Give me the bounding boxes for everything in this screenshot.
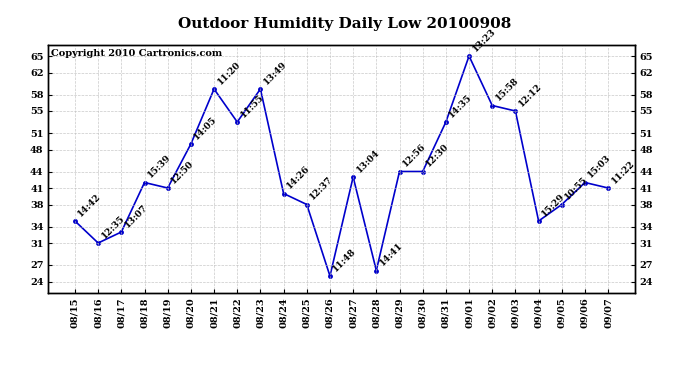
Text: 14:41: 14:41 xyxy=(377,241,404,268)
Text: 10:55: 10:55 xyxy=(563,175,590,202)
Text: 12:37: 12:37 xyxy=(308,175,335,202)
Text: 11:48: 11:48 xyxy=(331,246,358,273)
Text: 11:55: 11:55 xyxy=(239,93,266,119)
Text: 13:04: 13:04 xyxy=(355,148,381,174)
Text: 14:05: 14:05 xyxy=(193,115,219,141)
Text: 13:23: 13:23 xyxy=(471,27,497,53)
Text: 11:22: 11:22 xyxy=(609,159,636,185)
Text: 14:42: 14:42 xyxy=(77,192,103,218)
Text: 12:56: 12:56 xyxy=(401,142,428,169)
Text: 13:49: 13:49 xyxy=(262,60,288,86)
Text: Copyright 2010 Cartronics.com: Copyright 2010 Cartronics.com xyxy=(51,49,222,58)
Text: 14:26: 14:26 xyxy=(285,164,312,191)
Text: 12:50: 12:50 xyxy=(169,159,195,185)
Text: 15:39: 15:39 xyxy=(146,153,172,180)
Text: 15:03: 15:03 xyxy=(586,153,613,180)
Text: 15:58: 15:58 xyxy=(493,76,520,103)
Text: 11:20: 11:20 xyxy=(215,60,242,86)
Text: 14:35: 14:35 xyxy=(447,93,474,119)
Text: 12:12: 12:12 xyxy=(517,81,544,108)
Text: Outdoor Humidity Daily Low 20100908: Outdoor Humidity Daily Low 20100908 xyxy=(178,17,512,31)
Text: 12:30: 12:30 xyxy=(424,142,451,169)
Text: 13:07: 13:07 xyxy=(123,202,149,229)
Text: 12:35: 12:35 xyxy=(99,213,126,240)
Text: 15:29: 15:29 xyxy=(540,192,566,218)
